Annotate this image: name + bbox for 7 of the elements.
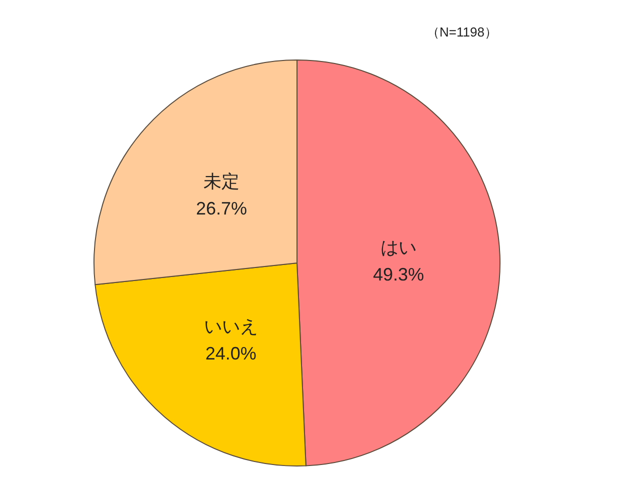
slice-label: はい [380,237,416,258]
data-label: 26.7% [196,198,248,219]
slice-label: いいえ [204,316,258,336]
data-label: 24.0% [205,343,256,364]
text: （N=1198） [426,24,498,40]
data-label: 49.3% [372,264,424,284]
slice-label: 未定 [204,172,240,192]
